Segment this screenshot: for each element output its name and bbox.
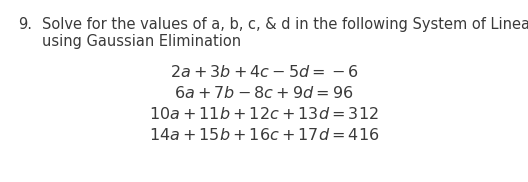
Text: $10a + 11b + 12c + 13d = 312$: $10a + 11b + 12c + 13d = 312$ bbox=[149, 106, 379, 122]
Text: using Gaussian Elimination: using Gaussian Elimination bbox=[42, 34, 241, 49]
Text: $14a + 15b + 16c + 17d = 416$: $14a + 15b + 16c + 17d = 416$ bbox=[149, 127, 379, 143]
Text: 9.: 9. bbox=[18, 17, 32, 32]
Text: $2a + 3b + 4c - 5d = -6$: $2a + 3b + 4c - 5d = -6$ bbox=[169, 64, 359, 80]
Text: Solve for the values of a, b, c, & d in the following System of Linear Equations: Solve for the values of a, b, c, & d in … bbox=[42, 17, 528, 32]
Text: $6a + 7b - 8c + 9d = 96$: $6a + 7b - 8c + 9d = 96$ bbox=[174, 85, 354, 101]
